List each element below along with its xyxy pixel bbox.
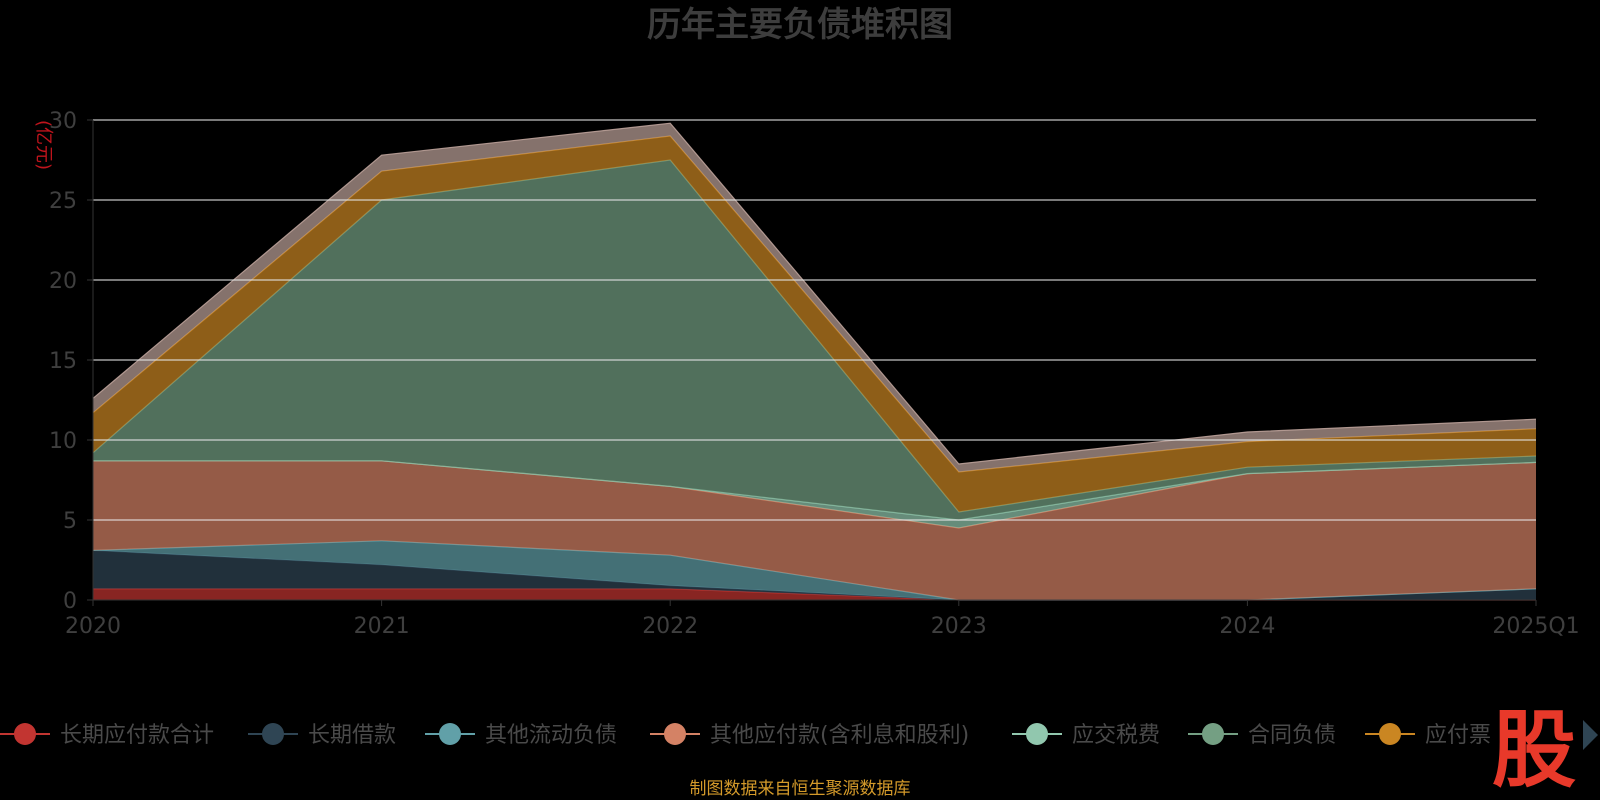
area-series-6[interactable] [93,136,1536,512]
legend-label-4: 应交税费 [1072,723,1160,748]
legend-item-2[interactable]: 其他流动负债 [425,723,617,748]
data-source-note: 制图数据来自恒生聚源数据库 [690,779,911,799]
grid-lines [93,119,1536,521]
x-tick-label-4: 2024 [1219,614,1275,639]
y-tick-label-1: 5 [63,509,77,534]
x-tick-label-2: 2022 [642,614,698,639]
legend-marker-5 [1202,723,1224,745]
legend-label-0: 长期应付款合计 [60,723,214,748]
area-series-2[interactable] [93,540,1536,600]
triangle-right-icon[interactable] [1583,720,1598,750]
chart-title: 历年主要负债堆积图 [647,5,953,45]
legend-marker-6 [1379,723,1401,745]
x-tick-label-3: 2023 [931,614,987,639]
watermark-logo: 股 [1490,696,1578,799]
x-tick-label-1: 2021 [354,614,410,639]
area-series-1[interactable] [93,550,1536,600]
y-tick-label-0: 0 [63,589,77,614]
legend-label-3: 其他应付款(含利息和股利) [710,723,969,748]
legend-marker-2 [439,723,461,745]
area-series-5[interactable] [93,160,1536,520]
area-series-layer [92,122,1537,601]
legend-label-1: 长期借款 [308,723,396,748]
series-line-7 [92,122,1537,465]
x-tick-label-0: 2020 [65,614,121,639]
legend-marker-3 [664,723,686,745]
y-axis-unit-label: (亿元) [33,120,54,170]
legend-label-5: 合同负债 [1248,723,1336,748]
legend-item-4[interactable]: 应交税费 [1012,723,1160,748]
y-tick-label-3: 15 [49,349,77,374]
logo-glyph: 股 [1492,701,1576,799]
area-series-7[interactable] [93,123,1536,472]
x-tick-label-5: 2025Q1 [1492,614,1579,639]
axes: 0 5 10 15 20 25 30 2020 2021 2022 2023 2024 2025Q1 [49,109,1580,639]
area-series-3[interactable] [93,460,1536,600]
y-tick-label-2: 10 [49,429,77,454]
legend-marker-1 [262,723,284,745]
legend-marker-0 [14,723,36,745]
legend-item-0[interactable]: 长期应付款合计 [0,723,214,748]
legend-item-5[interactable]: 合同负债 [1188,723,1336,748]
legend-item-1[interactable]: 长期借款 [248,723,396,748]
y-tick-label-4: 20 [49,269,77,294]
y-tick-label-6: 30 [49,109,77,134]
legend: 长期应付款合计 长期借款 其他流动负债 其他应付款(含利息和股利) 应交税费 合同负债 应付… [0,723,1513,748]
y-tick-label-5: 25 [49,189,77,214]
legend-marker-4 [1026,723,1048,745]
legend-item-3[interactable]: 其他应付款(含利息和股利) [650,723,969,748]
legend-label-2: 其他流动负债 [485,723,617,748]
